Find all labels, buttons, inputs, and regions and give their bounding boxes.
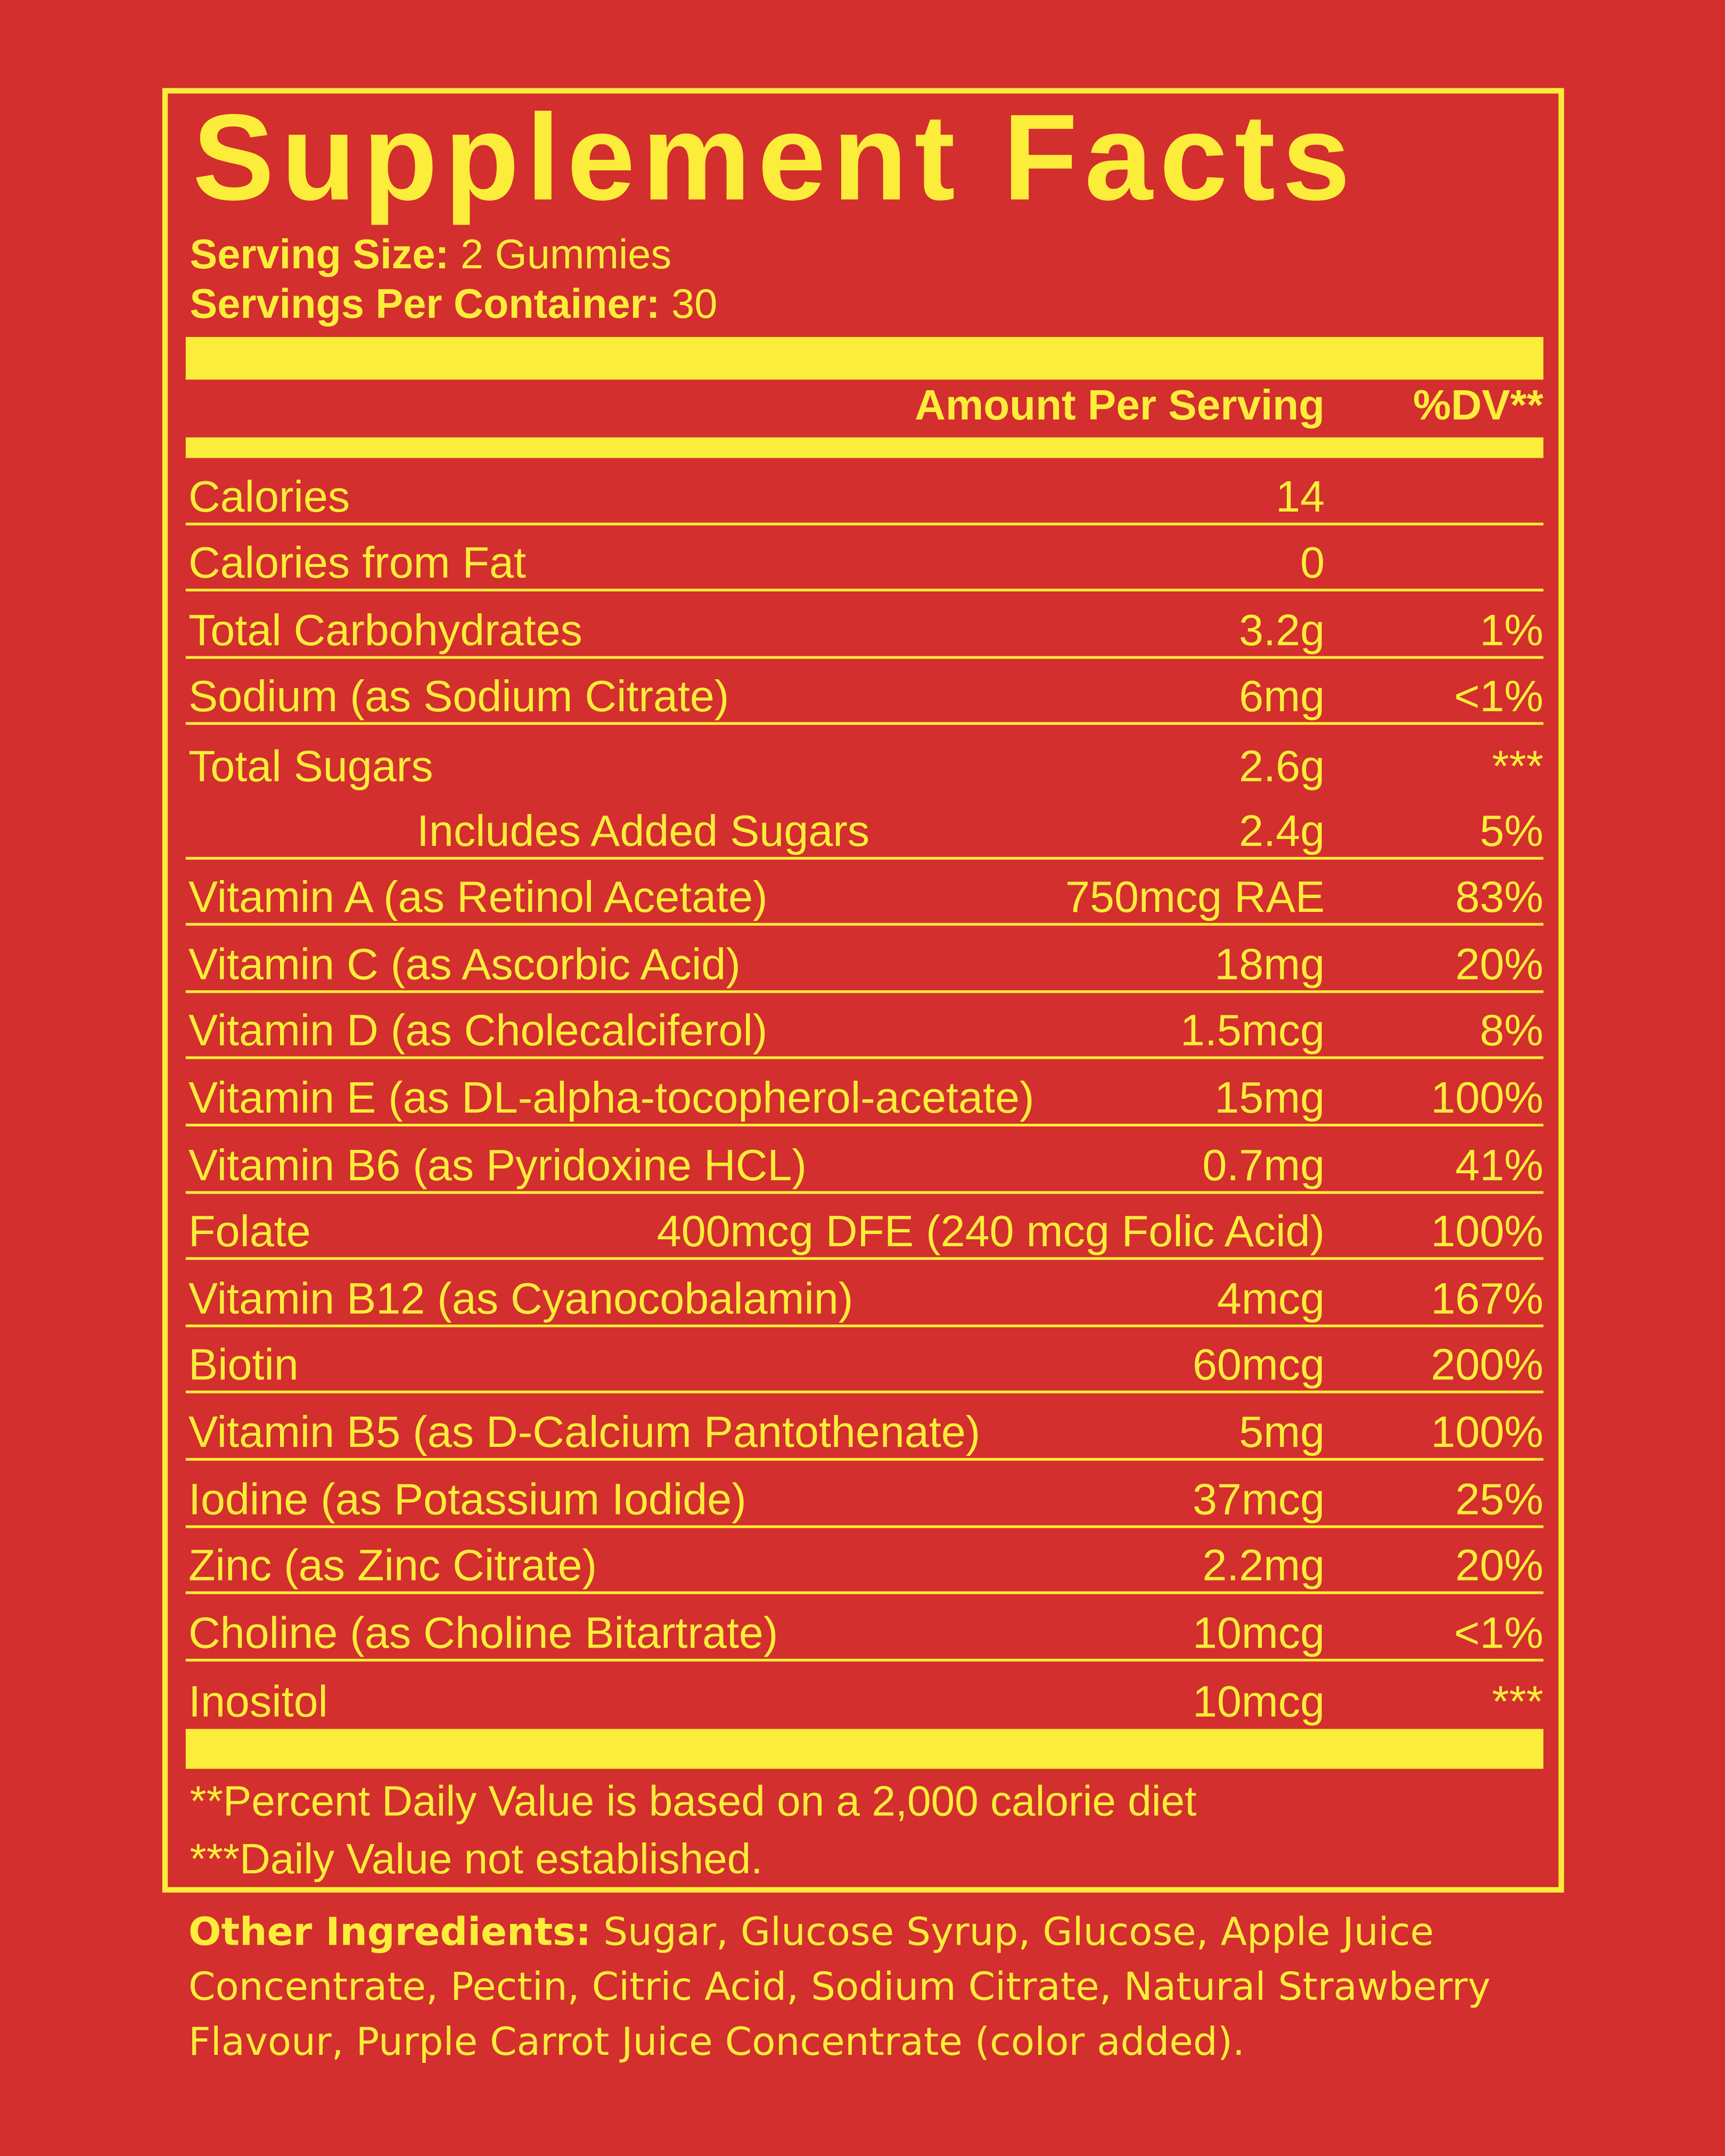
- nutrient-row: Vitamin B5 (as D-Calcium Pantothenate) 5m…: [185, 1394, 1543, 1461]
- nutrient-row: Total Sugars 2.6g ***: [186, 726, 1543, 793]
- amount: 5mg: [1239, 1406, 1325, 1456]
- daily-value: 25%: [1455, 1474, 1543, 1524]
- nutrient-name: Inositol: [188, 1677, 328, 1727]
- nutrient-row: Biotin 60mcg 200%: [185, 1327, 1543, 1394]
- nutrient-row: Vitamin C (as Ascorbic Acid) 18mg 20%: [185, 926, 1543, 993]
- amount: 10mcg: [1192, 1677, 1325, 1727]
- label: Other Ingredients:: [188, 1909, 592, 1955]
- nutrient-name: Vitamin A (as Retinol Acetate): [188, 872, 768, 922]
- nutrient-name: Vitamin B12 (as Cyanocobalamin): [188, 1273, 853, 1323]
- nutrient-name: Total Carbohydrates: [188, 605, 582, 655]
- nutrient-name: Choline (as Choline Bitartrate): [188, 1607, 778, 1657]
- daily-value: 20%: [1455, 939, 1543, 989]
- value: 30: [671, 282, 718, 327]
- daily-value: <1%: [1454, 1607, 1543, 1657]
- daily-value: 100%: [1431, 1073, 1543, 1123]
- daily-value: <1%: [1454, 671, 1543, 721]
- amount: 10mcg: [1192, 1607, 1325, 1657]
- dv-header: %DV**: [1413, 381, 1543, 430]
- amount: 15mg: [1214, 1073, 1325, 1123]
- amount: 2.2mg: [1202, 1540, 1325, 1590]
- daily-value: 100%: [1431, 1206, 1543, 1256]
- nutrient-row: Folate 400mcg DFE (240 mcg Folic Acid) 100…: [185, 1193, 1543, 1260]
- amount: 2.4g: [1239, 805, 1325, 855]
- nutrient-name: Calories: [188, 471, 350, 521]
- nutrient-name: Vitamin D (as Cholecalciferol): [188, 1006, 768, 1056]
- daily-value: ***: [1492, 1677, 1543, 1727]
- nutrient-row: Vitamin D (as Cholecalciferol) 1.5mcg 8%: [185, 993, 1543, 1060]
- nutrient-row: Total Carbohydrates 3.2g 1%: [185, 591, 1543, 659]
- amount: 14: [1276, 471, 1325, 521]
- nutrient-row: Inositol 10mcg ***: [186, 1661, 1543, 1728]
- divider-bar: [185, 337, 1543, 380]
- nutrient-name: Total Sugars: [188, 741, 433, 791]
- facts-border: [162, 88, 1564, 1893]
- value: 2 Gummies: [460, 232, 672, 278]
- nutrient-name: Iodine (as Potassium Iodide): [188, 1474, 746, 1524]
- daily-value: 5%: [1480, 805, 1543, 855]
- footnotes: **Percent Daily Value is based on a 2,00…: [190, 1773, 1197, 1888]
- title: Supplement Facts: [192, 88, 1357, 226]
- nutrient-row: Iodine (as Potassium Iodide) 37mcg 25%: [185, 1461, 1543, 1528]
- daily-value: 8%: [1480, 1006, 1543, 1056]
- nutrient-name: Folate: [188, 1206, 311, 1256]
- daily-value: 200%: [1431, 1340, 1543, 1390]
- amount: 2.6g: [1239, 741, 1325, 791]
- nutrient-name: Vitamin B5 (as D-Calcium Pantothenate): [188, 1406, 981, 1456]
- daily-value: 167%: [1431, 1273, 1543, 1323]
- servings-per-container: Servings Per Container: 30: [190, 281, 718, 330]
- amount: 0.7mg: [1202, 1139, 1325, 1189]
- divider-bar: [185, 1729, 1543, 1769]
- divider-bar: [185, 437, 1543, 458]
- nutrient-name: Vitamin E (as DL-alpha-tocopherol-acetat…: [188, 1073, 1034, 1123]
- text: Sugar, Glucose Syrup, Glucose, Apple Jui…: [188, 1909, 1491, 2065]
- column-header: Amount Per Serving %DV**: [186, 381, 1543, 436]
- amount: 1.5mcg: [1180, 1006, 1325, 1056]
- daily-value: 20%: [1455, 1540, 1543, 1590]
- amount: 60mcg: [1192, 1340, 1325, 1390]
- amount: 6mg: [1239, 671, 1325, 721]
- nutrient-row: Vitamin A (as Retinol Acetate) 750mcg RAE…: [185, 859, 1543, 926]
- nutrient-row: Vitamin B12 (as Cyanocobalamin) 4mcg 167%: [185, 1260, 1543, 1327]
- nutrient-name: Sodium (as Sodium Citrate): [188, 671, 729, 721]
- nutrient-row: Calories 14: [185, 458, 1543, 525]
- nutrient-name: Biotin: [188, 1340, 299, 1390]
- amount: 4mcg: [1217, 1273, 1325, 1323]
- amount: 0: [1300, 538, 1325, 588]
- daily-value: 1%: [1480, 605, 1543, 655]
- nutrient-name: Vitamin B6 (as Pyridoxine HCL): [188, 1139, 807, 1189]
- footnote: **Percent Daily Value is based on a 2,00…: [190, 1777, 1197, 1825]
- amount: 750mcg RAE: [1065, 872, 1325, 922]
- amount: 400mcg DFE (240 mcg Folic Acid): [656, 1206, 1325, 1256]
- nutrient-name: Calories from Fat: [188, 538, 526, 588]
- amount: 3.2g: [1239, 605, 1325, 655]
- nutrient-row: Vitamin B6 (as Pyridoxine HCL) 0.7mg 41%: [185, 1126, 1543, 1194]
- nutrient-row: Calories from Fat 0: [185, 525, 1543, 592]
- daily-value: ***: [1492, 741, 1543, 791]
- amount-header: Amount Per Serving: [915, 381, 1325, 430]
- nutrient-name: Zinc (as Zinc Citrate): [188, 1540, 597, 1590]
- nutrient-row: Zinc (as Zinc Citrate) 2.2mg 20%: [185, 1527, 1543, 1594]
- nutrient-row: Includes Added Sugars 2.4g 5%: [185, 792, 1543, 859]
- nutrient-name: Includes Added Sugars: [416, 805, 870, 855]
- daily-value: 100%: [1431, 1406, 1543, 1456]
- footnote: ***Daily Value not established.: [190, 1834, 763, 1883]
- daily-value: 41%: [1455, 1139, 1543, 1189]
- daily-value: 83%: [1455, 872, 1543, 922]
- label: Serving Size:: [190, 232, 449, 278]
- nutrient-row: Sodium (as Sodium Citrate) 6mg <1%: [185, 659, 1543, 726]
- serving-size: Serving Size: 2 Gummies: [190, 231, 672, 281]
- nutrient-rows: Calories 14 Calories from Fat 0 Total Carboh…: [185, 458, 1543, 1728]
- amount: 37mcg: [1192, 1474, 1325, 1524]
- other-ingredients: Other Ingredients: Sugar, Glucose Syrup,…: [188, 1905, 1564, 2070]
- nutrient-name: Vitamin C (as Ascorbic Acid): [188, 939, 741, 989]
- nutrient-row: Vitamin E (as DL-alpha-tocopherol-acetat…: [185, 1059, 1543, 1126]
- amount: 18mg: [1214, 939, 1325, 989]
- label: Servings Per Container:: [190, 282, 660, 327]
- nutrient-row: Choline (as Choline Bitartrate) 10mcg <1%: [185, 1594, 1543, 1661]
